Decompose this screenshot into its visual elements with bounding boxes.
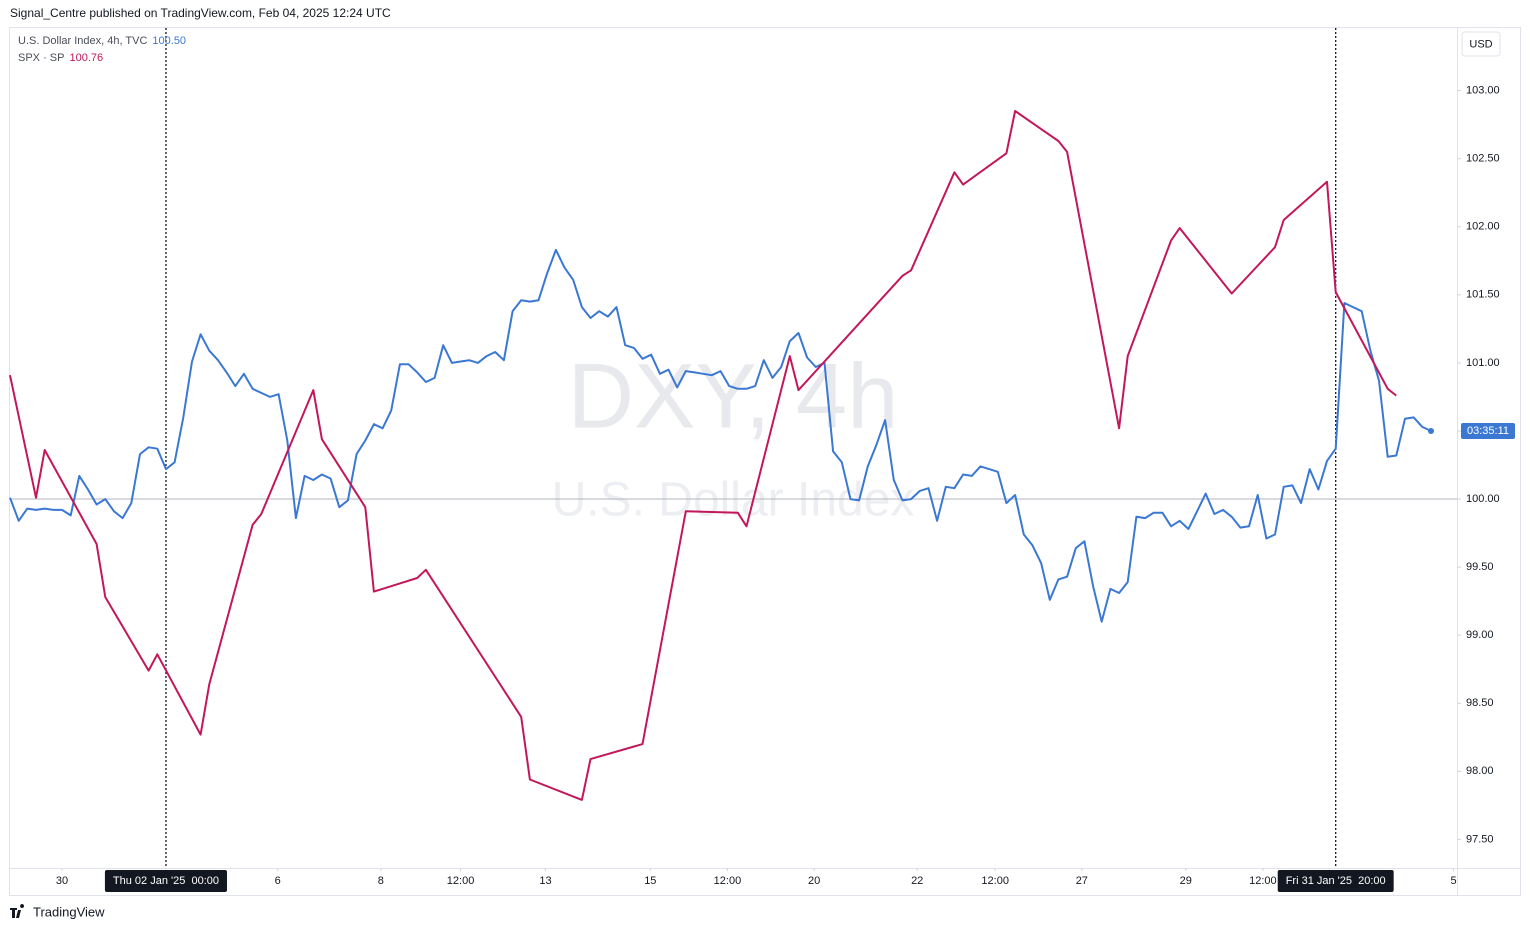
logo-icon	[10, 904, 25, 918]
x-tick-label: 5	[1450, 875, 1456, 887]
x-tick-label: 13	[539, 875, 551, 887]
y-tick-label: 99.50	[1466, 561, 1494, 573]
chart-frame	[9, 27, 1521, 896]
crosshair-label-text: Fri 31 Jan '25 20:00	[1286, 875, 1386, 887]
currency-label[interactable]: USD	[1469, 38, 1492, 50]
legend-name: U.S. Dollar Index, 4h, TVC	[18, 35, 147, 47]
footer-text: TradingView	[33, 904, 105, 919]
legend-name: SPX · SP	[18, 52, 64, 64]
x-tick-label: 12:00	[714, 875, 742, 887]
x-tick-label: 12:00	[1249, 875, 1277, 887]
y-tick-label: 100.00	[1466, 493, 1500, 505]
crosshair-label-box	[1277, 870, 1394, 892]
footer-logo: TradingView	[10, 904, 105, 919]
countdown-label: 03:35:11	[1467, 425, 1509, 437]
crosshair-label: Thu 02 Jan '25 00:00	[104, 870, 228, 892]
x-tick-label: 12:00	[447, 875, 475, 887]
x-tick-label: 12:00	[981, 875, 1009, 887]
y-tick-label: 99.00	[1466, 629, 1494, 641]
x-tick-label: 6	[275, 875, 281, 887]
y-tick-label: 102.50	[1466, 153, 1500, 165]
x-tick-label: 20	[808, 875, 820, 887]
series-line	[9, 110, 1397, 801]
watermark-symbol: DXY, 4h	[568, 345, 899, 447]
currency-button[interactable]	[1461, 31, 1501, 57]
legend-value: 100.50	[152, 35, 186, 47]
x-tick-label: 27	[1076, 875, 1088, 887]
x-tick-label: 29	[1180, 875, 1192, 887]
y-tick-label: 98.00	[1466, 765, 1494, 777]
y-tick-label: 97.50	[1466, 833, 1494, 845]
y-tick-label: 102.00	[1466, 221, 1500, 233]
y-tick-label: 98.50	[1466, 697, 1494, 709]
legend-value: 100.76	[69, 52, 103, 64]
last-point	[1428, 427, 1435, 434]
crosshair-label: Fri 31 Jan '25 20:00	[1277, 870, 1394, 892]
crosshair-label-box	[104, 870, 228, 892]
x-tick-label: 30	[56, 875, 68, 887]
series-line	[9, 248, 1432, 623]
y-tick-label: 101.00	[1466, 357, 1500, 369]
x-tick-label: 15	[644, 875, 656, 887]
y-tick-label: 103.00	[1466, 85, 1500, 97]
publish-note: Signal_Centre published on TradingView.c…	[10, 6, 391, 20]
countdown-box	[1461, 422, 1515, 439]
x-tick-label: 22	[911, 875, 923, 887]
crosshair-label-text: Thu 02 Jan '25 00:00	[113, 875, 219, 887]
x-tick-label: 8	[378, 875, 384, 887]
y-tick-label: 101.50	[1466, 289, 1500, 301]
